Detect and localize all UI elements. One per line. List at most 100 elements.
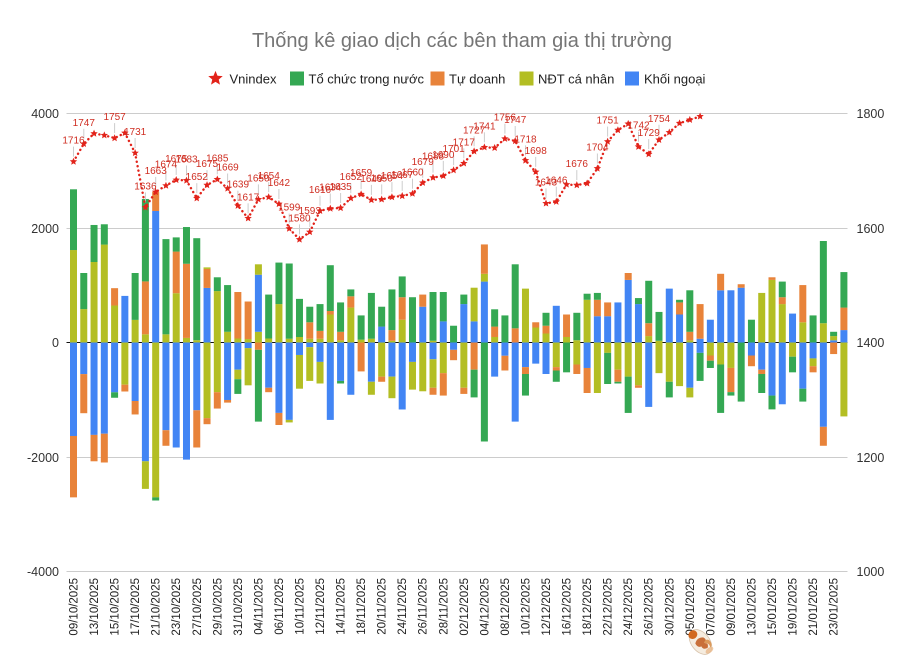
svg-text:1800: 1800 [857,107,885,121]
svg-text:1634: 1634 [319,183,342,194]
svg-text:15/01/2025: 15/01/2025 [767,578,779,636]
svg-text:1742: 1742 [627,121,650,132]
svg-text:1747: 1747 [504,115,527,126]
svg-text:19/01/2025: 19/01/2025 [788,578,800,636]
svg-text:1646: 1646 [545,176,568,187]
svg-text:Tổ chức trong nước: Tổ chức trong nước [309,72,425,87]
svg-text:06/11/2025: 06/11/2025 [274,578,286,635]
svg-text:12/12/2025: 12/12/2025 [541,578,553,636]
svg-text:28/11/2025: 28/11/2025 [438,578,450,635]
svg-text:1716: 1716 [62,136,85,147]
svg-text:1751: 1751 [596,116,619,127]
svg-text:1650: 1650 [247,173,270,184]
svg-text:1757: 1757 [103,112,126,123]
svg-text:20/11/2025: 20/11/2025 [377,578,389,635]
svg-text:10/12/2025: 10/12/2025 [521,578,533,636]
svg-text:1639: 1639 [227,180,250,191]
svg-text:1599: 1599 [278,203,301,214]
svg-text:4000: 4000 [31,107,59,121]
svg-text:1690: 1690 [432,150,455,161]
svg-text:1663: 1663 [145,166,168,177]
svg-text:10/11/2025: 10/11/2025 [295,578,307,635]
svg-text:1741: 1741 [473,121,496,132]
svg-text:NĐT cá nhân: NĐT cá nhân [538,72,614,87]
svg-text:05/01/2025: 05/01/2025 [685,578,697,636]
svg-text:1674: 1674 [155,160,178,171]
svg-text:18/12/2025: 18/12/2025 [582,578,594,636]
svg-text:1718: 1718 [514,134,537,145]
svg-text:07/01/2025: 07/01/2025 [705,578,717,636]
svg-text:1660: 1660 [401,168,424,179]
svg-text:1727: 1727 [463,125,486,136]
svg-text:1617: 1617 [237,192,260,203]
svg-text:26/12/2025: 26/12/2025 [644,578,656,636]
svg-text:18/11/2025: 18/11/2025 [356,578,368,635]
svg-text:1679: 1679 [412,157,435,168]
svg-text:Tự doanh: Tự doanh [449,72,505,87]
svg-text:17/10/2025: 17/10/2025 [130,578,142,636]
svg-text:09/01/2025: 09/01/2025 [726,578,738,636]
svg-text:1675: 1675 [165,154,188,165]
svg-text:1636: 1636 [134,181,157,192]
svg-text:27/10/2025: 27/10/2025 [192,578,204,636]
svg-text:24/11/2025: 24/11/2025 [397,578,409,635]
svg-text:21/01/2025: 21/01/2025 [808,578,820,636]
svg-text:Khối ngoại: Khối ngoại [644,72,706,87]
svg-text:08/12/2025: 08/12/2025 [500,578,512,636]
svg-text:1704: 1704 [586,143,609,154]
svg-text:1729: 1729 [638,128,661,139]
svg-text:14/11/2025: 14/11/2025 [336,578,348,635]
svg-text:1635: 1635 [329,182,352,193]
svg-text:1669: 1669 [216,163,239,174]
svg-text:1676: 1676 [566,159,589,170]
svg-text:1698: 1698 [525,146,548,157]
svg-text:1580: 1580 [288,213,311,224]
svg-text:15/10/2025: 15/10/2025 [110,578,122,636]
svg-text:Thống kê giao dịch các bên tha: Thống kê giao dịch các bên tham gia thị … [252,30,672,52]
svg-text:1659: 1659 [350,168,373,179]
svg-text:Vnindex: Vnindex [230,72,277,87]
svg-text:1754: 1754 [648,114,671,125]
svg-text:29/10/2025: 29/10/2025 [212,578,224,636]
svg-text:02/12/2025: 02/12/2025 [459,578,471,636]
svg-text:23/01/2025: 23/01/2025 [829,578,841,636]
svg-text:1000: 1000 [857,565,885,579]
svg-text:09/10/2025: 09/10/2025 [69,578,81,636]
svg-text:1701: 1701 [442,144,465,155]
svg-text:13/10/2025: 13/10/2025 [89,578,101,636]
svg-text:1756: 1756 [494,113,517,124]
svg-text:31/10/2025: 31/10/2025 [233,578,245,636]
svg-text:16/12/2025: 16/12/2025 [562,578,574,636]
svg-text:1685: 1685 [206,153,229,164]
svg-text:23/10/2025: 23/10/2025 [171,578,183,636]
svg-text:1747: 1747 [73,118,96,129]
svg-text:0: 0 [52,336,59,350]
svg-text:13/01/2025: 13/01/2025 [747,578,759,636]
svg-text:24/12/2025: 24/12/2025 [623,578,635,636]
svg-text:1400: 1400 [857,336,885,350]
svg-text:30/12/2025: 30/12/2025 [664,578,676,636]
svg-text:-2000: -2000 [27,451,59,465]
svg-text:1643: 1643 [535,177,558,188]
svg-text:1683: 1683 [175,155,198,166]
svg-text:04/12/2025: 04/12/2025 [479,578,491,636]
svg-text:1688: 1688 [422,152,445,163]
svg-text:-4000: -4000 [27,565,59,579]
svg-text:1667: 1667 [391,170,414,181]
svg-text:2000: 2000 [31,222,59,236]
svg-text:1731: 1731 [124,127,147,138]
svg-text:1650: 1650 [371,173,394,184]
svg-text:1652: 1652 [340,172,363,183]
svg-text:1675: 1675 [196,159,219,170]
svg-text:1654: 1654 [258,171,281,182]
svg-text:1652: 1652 [186,172,209,183]
svg-text:12/11/2025: 12/11/2025 [315,578,327,635]
svg-text:1642: 1642 [268,178,291,189]
svg-text:1616: 1616 [309,185,332,196]
svg-text:21/10/2025: 21/10/2025 [151,578,163,636]
svg-text:1649: 1649 [360,174,383,185]
svg-text:1654: 1654 [381,171,404,182]
svg-text:1600: 1600 [857,222,885,236]
svg-text:26/11/2025: 26/11/2025 [418,578,430,635]
svg-text:04/11/2025: 04/11/2025 [253,578,265,635]
